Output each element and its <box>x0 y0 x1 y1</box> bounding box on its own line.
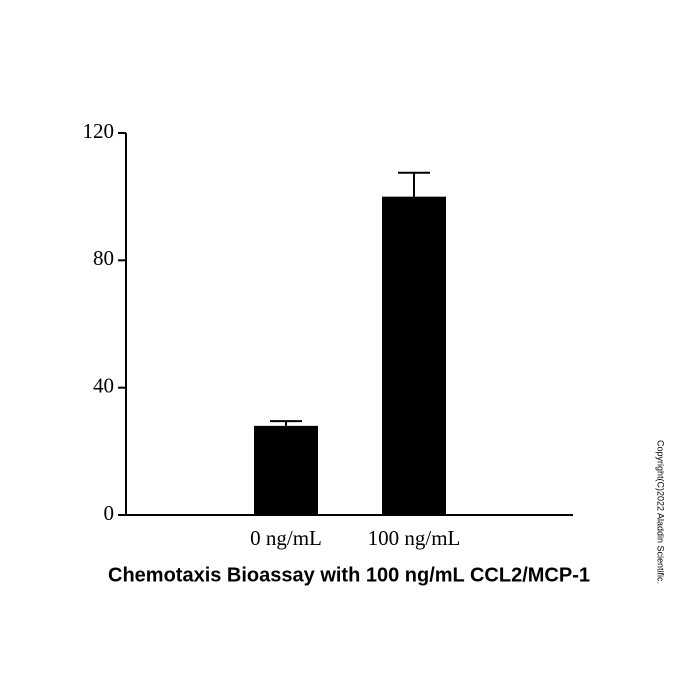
error-bar <box>270 420 302 426</box>
chart-title: Chemotaxis Bioassay with 100 ng/mL CCL2/… <box>108 564 590 586</box>
y-tick-label: 120 <box>83 119 115 143</box>
bar <box>254 425 318 515</box>
copyright: Copyright(C)2022 Aladdin Scientific. <box>656 440 666 584</box>
x-tick-label: 100 ng/mL <box>368 526 461 550</box>
y-tick-label: 40 <box>93 373 114 397</box>
y-tick-label: 0 <box>104 501 115 525</box>
x-tick-label: 0 ng/mL <box>250 526 322 550</box>
bar <box>382 196 446 515</box>
error-bar <box>398 171 430 197</box>
y-tick-label: 80 <box>93 246 114 270</box>
